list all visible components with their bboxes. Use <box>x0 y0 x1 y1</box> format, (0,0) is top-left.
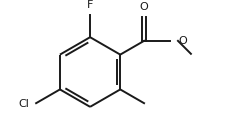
Text: O: O <box>177 36 186 46</box>
Text: Cl: Cl <box>18 99 29 109</box>
Text: O: O <box>139 2 148 12</box>
Text: F: F <box>87 0 93 10</box>
